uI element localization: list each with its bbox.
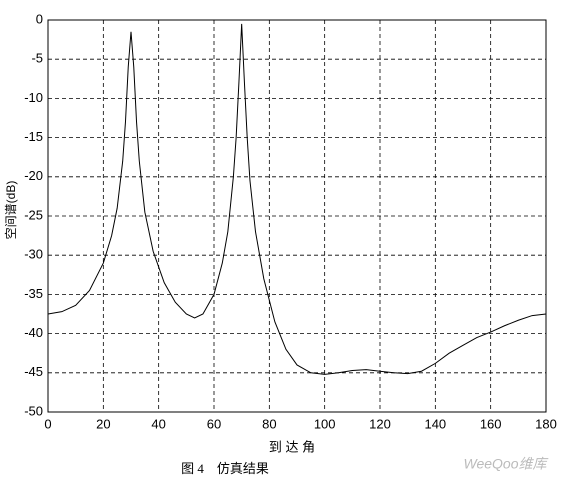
y-tick-label: -5: [31, 51, 43, 66]
watermark: WeeQoo维库: [464, 456, 549, 472]
y-tick-label: -35: [24, 286, 43, 301]
y-tick-label: -25: [24, 207, 43, 222]
x-tick-label: 180: [535, 416, 557, 431]
x-tick-label: 100: [314, 416, 336, 431]
y-tick-label: -10: [24, 90, 43, 105]
x-tick-label: 0: [44, 416, 51, 431]
x-tick-label: 140: [424, 416, 446, 431]
x-tick-label: 20: [96, 416, 110, 431]
y-tick-label: -50: [24, 403, 43, 418]
y-tick-label: -15: [24, 129, 43, 144]
y-tick-label: -40: [24, 325, 43, 340]
y-axis-label: 空间谱(dB): [4, 181, 18, 240]
x-axis-label: 到 达 角: [269, 439, 315, 454]
caption: 图 4 仿真结果: [181, 461, 269, 476]
y-tick-label: -20: [24, 168, 43, 183]
y-tick-label: 0: [36, 11, 43, 26]
x-tick-label: 60: [207, 416, 221, 431]
y-tick-label: -45: [24, 364, 43, 379]
x-tick-label: 160: [480, 416, 502, 431]
line: [47, 23, 547, 375]
x-tick-label: 40: [151, 416, 165, 431]
x-tick-label: 80: [262, 416, 276, 431]
y-tick-label: -30: [24, 247, 43, 262]
x-tick-label: 120: [369, 416, 391, 431]
